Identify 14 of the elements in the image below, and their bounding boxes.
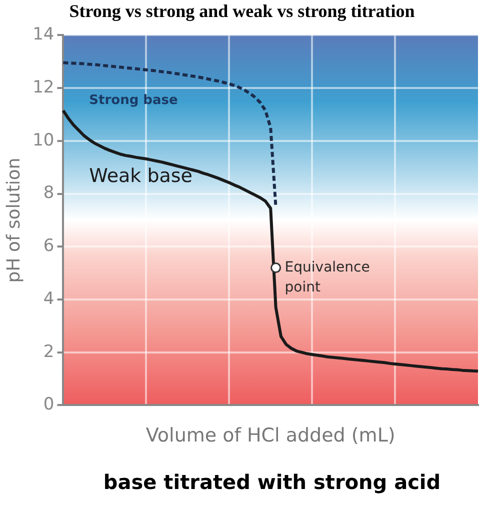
y-tick-label: 14 [32,24,54,45]
y-tick-label: 6 [43,236,54,256]
annotation: Equivalence point [284,259,370,296]
series-label: Weak base [89,165,192,188]
y-axis-title: pH of solution [3,158,24,283]
chart-title: Strong vs strong and weak vs strong titration [68,0,416,22]
y-tick-label: 12 [32,77,54,98]
x-axis-title: Volume of HCl added (mL) [146,424,396,447]
y-tick-label: 4 [43,288,54,309]
y-tick-label: 8 [43,183,54,204]
y-tick-label: 10 [32,130,54,150]
y-tick-label: 0 [43,394,54,415]
y-tick-label: 2 [43,342,54,362]
text: base titrated with strong acid [102,470,442,494]
